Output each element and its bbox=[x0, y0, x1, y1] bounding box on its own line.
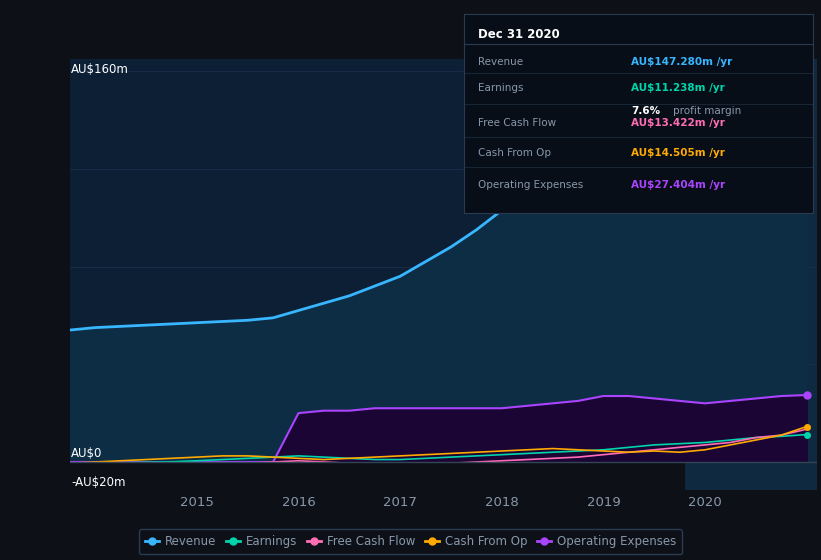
Text: Dec 31 2020: Dec 31 2020 bbox=[478, 28, 560, 41]
Text: Free Cash Flow: Free Cash Flow bbox=[478, 118, 556, 128]
Text: Revenue: Revenue bbox=[478, 57, 523, 67]
Bar bbox=[685, 59, 817, 462]
Text: 7.6%: 7.6% bbox=[631, 106, 660, 116]
Text: -AU$20m: -AU$20m bbox=[71, 475, 126, 488]
Text: Earnings: Earnings bbox=[478, 82, 523, 92]
Text: profit margin: profit margin bbox=[673, 106, 741, 116]
Text: AU$147.280m /yr: AU$147.280m /yr bbox=[631, 57, 732, 67]
Text: AU$11.238m /yr: AU$11.238m /yr bbox=[631, 82, 725, 92]
Text: AU$14.505m /yr: AU$14.505m /yr bbox=[631, 148, 725, 158]
Text: Cash From Op: Cash From Op bbox=[478, 148, 551, 158]
Text: AU$160m: AU$160m bbox=[71, 63, 129, 76]
Bar bbox=[685, 462, 817, 490]
Legend: Revenue, Earnings, Free Cash Flow, Cash From Op, Operating Expenses: Revenue, Earnings, Free Cash Flow, Cash … bbox=[139, 529, 682, 554]
Text: Operating Expenses: Operating Expenses bbox=[478, 180, 583, 190]
Text: AU$13.422m /yr: AU$13.422m /yr bbox=[631, 118, 725, 128]
Text: AU$0: AU$0 bbox=[71, 447, 103, 460]
Text: AU$27.404m /yr: AU$27.404m /yr bbox=[631, 180, 726, 190]
